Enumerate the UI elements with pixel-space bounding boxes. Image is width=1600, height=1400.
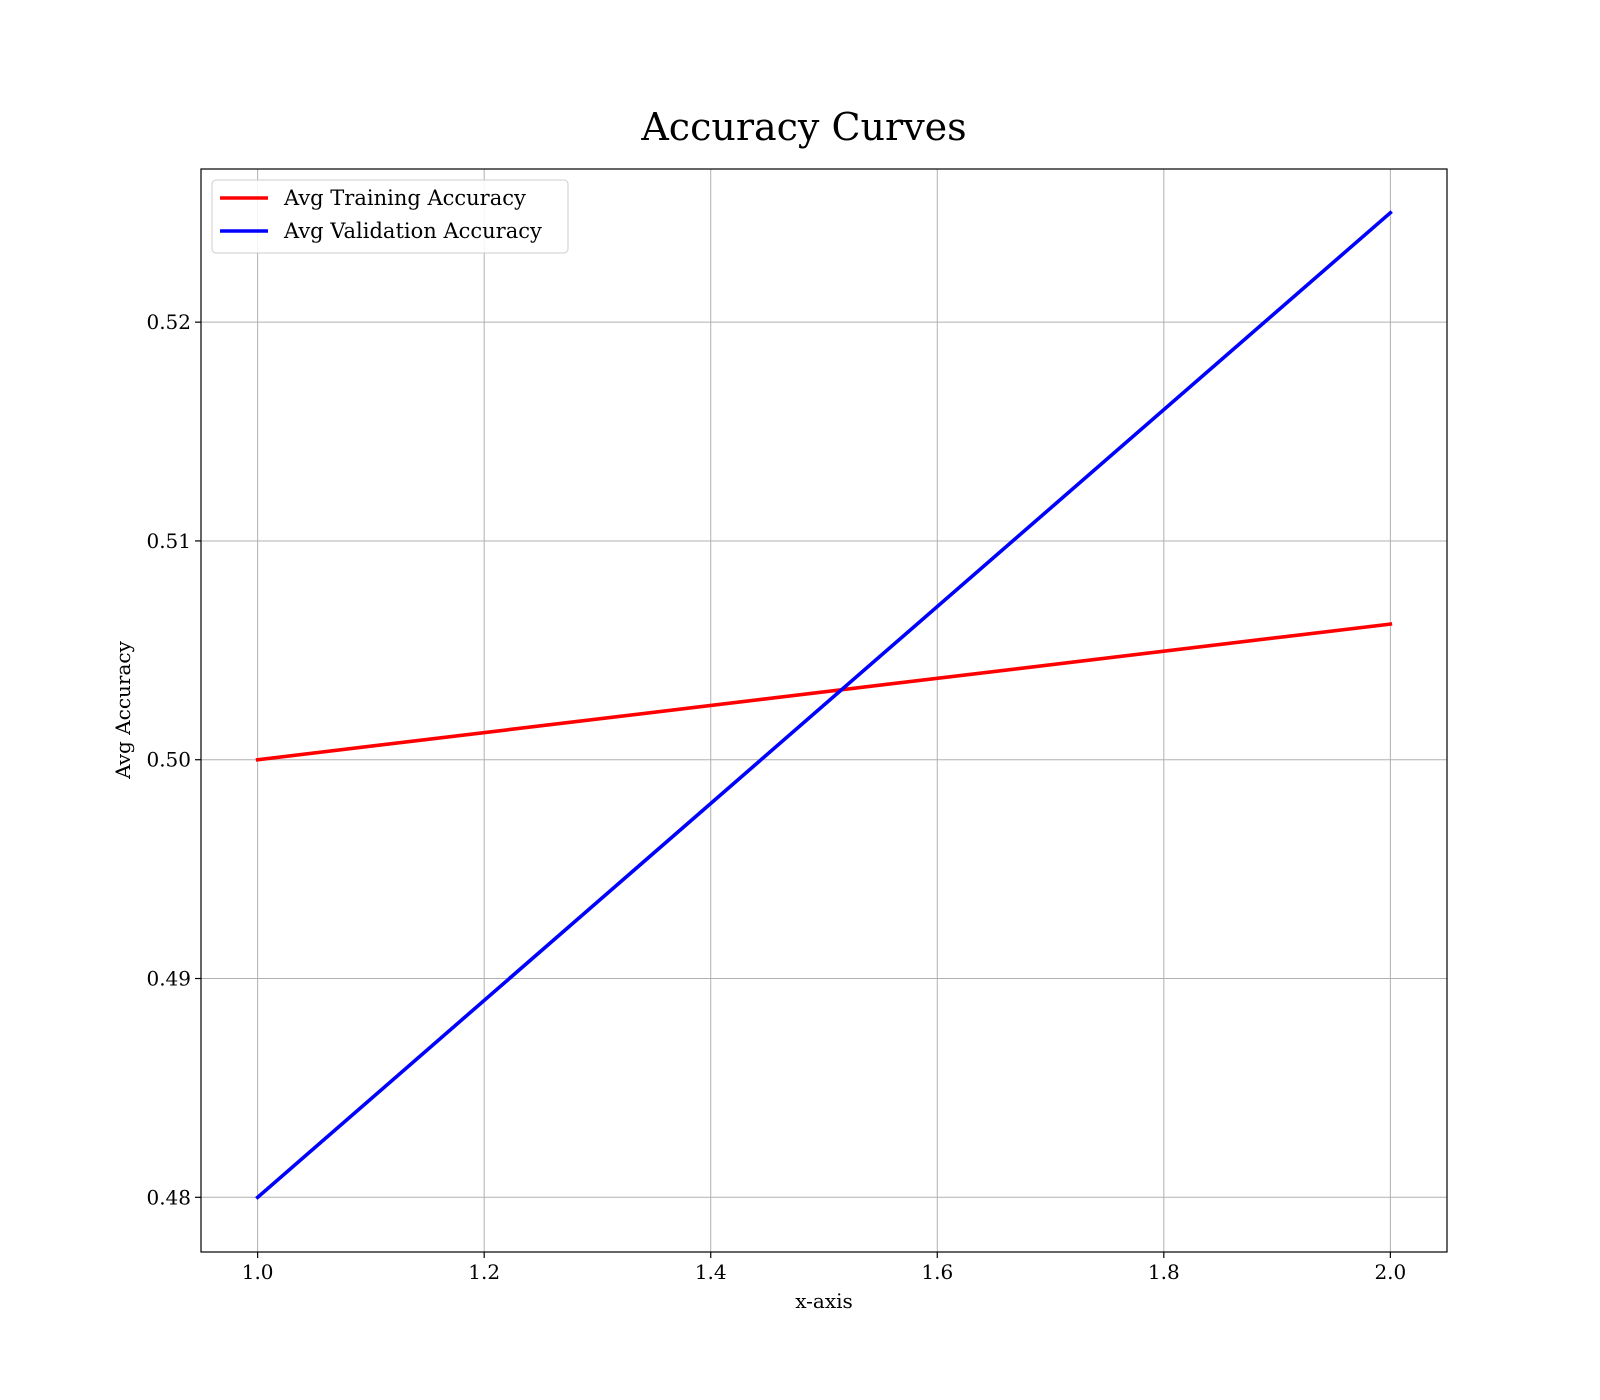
y-tick-label: 0.51 — [146, 529, 191, 553]
y-tick-label: 0.48 — [146, 1185, 191, 1209]
x-axis-label: x-axis — [795, 1289, 853, 1313]
y-tick-label: 0.50 — [146, 748, 191, 772]
x-tick-label: 1.0 — [242, 1260, 274, 1284]
series-line-training — [255, 622, 1393, 762]
chart-title: Accuracy Curves — [640, 105, 966, 149]
x-tick-label: 1.8 — [1148, 1260, 1180, 1284]
series-line-validation — [255, 210, 1393, 1200]
x-axis-ticks: 1.0 1.2 1.4 1.6 1.8 2.0 — [242, 1252, 1406, 1284]
x-tick-label: 1.4 — [695, 1260, 727, 1284]
plot-area-frame — [200, 168, 1448, 1253]
grid-layer — [201, 169, 1447, 1252]
legend-entry-label: Avg Validation Accuracy — [283, 219, 542, 243]
legend-entry-label: Avg Training Accuracy — [283, 186, 526, 210]
y-tick-label: 0.49 — [146, 967, 191, 991]
legend: Avg Training Accuracy Avg Validation Accu… — [211, 179, 569, 254]
y-axis-ticks: 0.48 0.49 0.50 0.51 0.52 — [146, 310, 201, 1209]
series-layer — [255, 210, 1393, 1200]
y-axis-label: Avg Accuracy — [111, 640, 135, 780]
legend-box — [211, 179, 569, 254]
y-tick-label: 0.52 — [146, 310, 191, 334]
x-tick-label: 2.0 — [1374, 1260, 1406, 1284]
x-tick-label: 1.2 — [468, 1260, 500, 1284]
x-tick-label: 1.6 — [921, 1260, 953, 1284]
